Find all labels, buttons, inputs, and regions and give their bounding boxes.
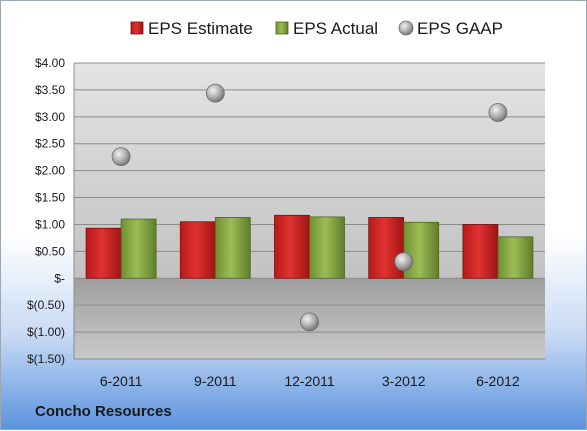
- x-tick-label: 12-2011: [284, 373, 335, 389]
- y-tick-label: $4.00: [35, 56, 65, 70]
- y-tick-label: $(0.50): [27, 298, 65, 312]
- legend-swatch: [398, 20, 414, 36]
- eps-estimate-bar-6-2012: [462, 224, 499, 279]
- eps-actual-bar-6-2012: [497, 236, 534, 279]
- eps-gaap-marker-9-2011: [205, 83, 225, 103]
- eps-estimate-bar-12-2011: [274, 214, 310, 279]
- y-tick-label: $3.00: [35, 110, 65, 124]
- legend-swatch: [275, 21, 289, 35]
- eps-gaap-marker-12-2011: [300, 312, 319, 332]
- x-tick-label: 3-2012: [382, 373, 426, 389]
- y-tick-label: $3.50: [35, 83, 65, 97]
- eps-actual-bar-9-2011: [214, 217, 251, 279]
- legend-label: EPS Actual: [293, 19, 378, 38]
- x-tick-label: 6-2012: [476, 373, 520, 389]
- eps-gaap-marker-3-2012: [394, 252, 414, 271]
- eps-estimate-bar-9-2011: [179, 221, 216, 279]
- y-tick-label: $-: [54, 271, 65, 285]
- eps-gaap-marker-6-2012: [488, 103, 508, 122]
- company-label: Concho Resources: [35, 403, 172, 420]
- x-tick-label: 6-2011: [100, 373, 143, 389]
- y-tick-label: $2.50: [35, 137, 65, 151]
- eps-gaap-marker-6-2011: [111, 147, 131, 167]
- y-tick-label: $1.00: [35, 217, 65, 231]
- legend-label: EPS GAAP: [417, 19, 503, 38]
- x-tick-label: 9-2011: [194, 373, 237, 389]
- legend-label: EPS Estimate: [148, 19, 253, 38]
- y-tick-label: $(1.00): [27, 325, 65, 339]
- eps-estimate-bar-6-2011: [85, 227, 122, 279]
- eps-actual-bar-12-2011: [309, 216, 345, 279]
- y-tick-label: $(1.50): [27, 352, 65, 366]
- eps-actual-bar-6-2011: [120, 218, 157, 279]
- y-tick-label: $2.00: [35, 164, 65, 178]
- eps-actual-bar-3-2012: [403, 221, 440, 279]
- y-tick-label: $1.50: [35, 191, 65, 205]
- y-tick-label: $0.50: [35, 244, 65, 258]
- legend-swatch: [130, 21, 144, 35]
